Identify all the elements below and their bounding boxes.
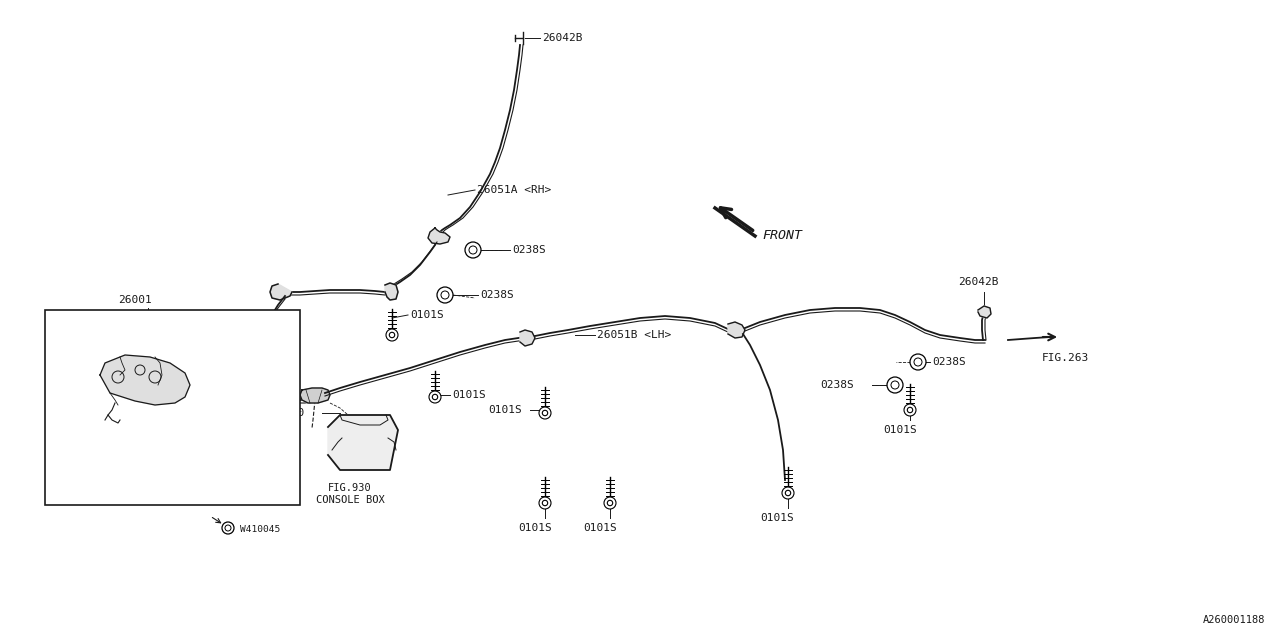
- Circle shape: [177, 410, 187, 420]
- Text: 26051A <RH>: 26051A <RH>: [477, 185, 552, 195]
- Circle shape: [90, 436, 101, 448]
- Text: M060004: M060004: [49, 326, 88, 335]
- Text: 0238S: 0238S: [820, 380, 854, 390]
- Bar: [45, 310, 300, 505]
- Text: 26042B: 26042B: [541, 33, 582, 43]
- Text: 0238S: 0238S: [512, 245, 545, 255]
- Circle shape: [140, 332, 150, 342]
- Text: 0101S: 0101S: [518, 523, 552, 533]
- Polygon shape: [728, 322, 745, 338]
- Text: 0238S: 0238S: [932, 357, 965, 367]
- Text: 26042: 26042: [225, 393, 259, 403]
- Text: 0101S: 0101S: [410, 310, 444, 320]
- Text: 0101S: 0101S: [760, 513, 794, 523]
- Text: FRONT: FRONT: [762, 228, 803, 241]
- Polygon shape: [270, 284, 292, 300]
- Text: M060004: M060004: [49, 410, 88, 419]
- Polygon shape: [300, 388, 330, 403]
- Text: 0101S: 0101S: [452, 390, 485, 400]
- Text: FIG.930: FIG.930: [328, 483, 372, 493]
- Polygon shape: [328, 415, 398, 470]
- Polygon shape: [385, 283, 398, 300]
- Text: 83321: 83321: [49, 385, 77, 394]
- Circle shape: [910, 354, 925, 370]
- Circle shape: [539, 407, 550, 419]
- Text: 26042B: 26042B: [957, 277, 998, 287]
- Text: 0101S: 0101S: [488, 405, 522, 415]
- Text: CONSOLE BOX: CONSOLE BOX: [316, 495, 384, 505]
- Text: 0450S: 0450S: [189, 435, 219, 445]
- Text: 0238S: 0238S: [480, 290, 513, 300]
- Circle shape: [387, 329, 398, 341]
- Circle shape: [887, 377, 902, 393]
- Circle shape: [465, 242, 481, 258]
- Polygon shape: [100, 355, 189, 405]
- Text: FIG.930: FIG.930: [259, 408, 305, 418]
- Text: 0101S: 0101S: [582, 523, 617, 533]
- Text: W410045: W410045: [241, 525, 280, 534]
- Circle shape: [221, 522, 234, 534]
- Text: 26051B <LH>: 26051B <LH>: [596, 330, 671, 340]
- Circle shape: [539, 497, 550, 509]
- Polygon shape: [520, 330, 535, 346]
- Circle shape: [904, 404, 916, 416]
- Circle shape: [264, 357, 280, 373]
- Circle shape: [242, 344, 253, 356]
- Text: 0238S: 0238S: [195, 358, 229, 368]
- Text: 0101S: 0101S: [883, 425, 916, 435]
- Text: A260001188: A260001188: [1202, 615, 1265, 625]
- Text: N340008: N340008: [49, 351, 88, 360]
- Text: 0101S: 0101S: [195, 325, 229, 335]
- Circle shape: [429, 391, 442, 403]
- Text: PASSENGER SIDE: PASSENGER SIDE: [49, 485, 136, 495]
- Polygon shape: [978, 306, 991, 318]
- Circle shape: [436, 287, 453, 303]
- Text: 26001: 26001: [118, 295, 152, 305]
- Polygon shape: [428, 228, 451, 244]
- Circle shape: [604, 497, 616, 509]
- Circle shape: [782, 487, 794, 499]
- Text: FIG.263: FIG.263: [1042, 353, 1089, 363]
